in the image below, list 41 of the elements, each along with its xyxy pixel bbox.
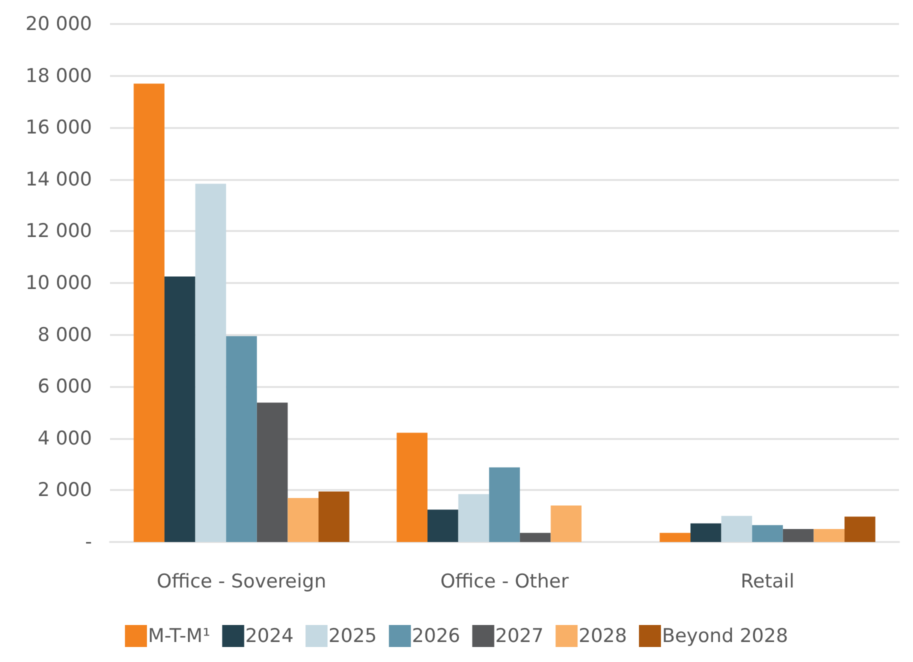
bar <box>844 516 876 542</box>
y-tick-label: 12 000 <box>26 220 92 242</box>
y-tick-label: - <box>85 531 92 553</box>
legend-label: M-T-M¹ <box>148 625 210 647</box>
bar <box>318 491 350 542</box>
y-tick-label: 8 000 <box>38 324 92 346</box>
bar <box>195 184 226 542</box>
bar <box>782 529 814 542</box>
bar <box>226 336 257 542</box>
bar <box>721 516 752 542</box>
bar <box>520 532 551 542</box>
y-tick-label: 16 000 <box>26 116 92 139</box>
bar <box>458 494 490 542</box>
y-tick-label: 14 000 <box>26 168 92 190</box>
legend-label: 2026 <box>412 625 460 647</box>
y-tick-label: 2 000 <box>38 479 92 502</box>
y-tick-label: 18 000 <box>26 64 92 87</box>
bar <box>164 276 196 542</box>
legend-label: 2027 <box>495 625 544 647</box>
bar <box>288 498 319 542</box>
legend-label: Beyond 2028 <box>662 625 788 647</box>
bar <box>690 523 722 542</box>
bar <box>427 510 458 542</box>
y-tick-label: 10 000 <box>26 272 92 294</box>
x-tick-label: Office - Other <box>440 570 569 592</box>
bar <box>396 432 428 542</box>
y-tick-label: 4 000 <box>38 427 92 450</box>
bar <box>489 467 520 542</box>
legend-label: 2025 <box>328 625 377 647</box>
legend-label: 2028 <box>578 625 627 647</box>
bar <box>134 84 164 542</box>
y-tick-label: 6 000 <box>38 376 92 398</box>
bar <box>660 532 690 542</box>
y-tick-label: 20 000 <box>26 13 92 35</box>
legend-label: 2024 <box>245 625 294 647</box>
x-tick-label: Office - Sovereign <box>156 570 326 592</box>
bar <box>752 525 783 542</box>
bar <box>814 529 845 542</box>
bar <box>550 505 582 542</box>
bar <box>256 402 288 542</box>
x-tick-label: Retail <box>740 570 794 592</box>
